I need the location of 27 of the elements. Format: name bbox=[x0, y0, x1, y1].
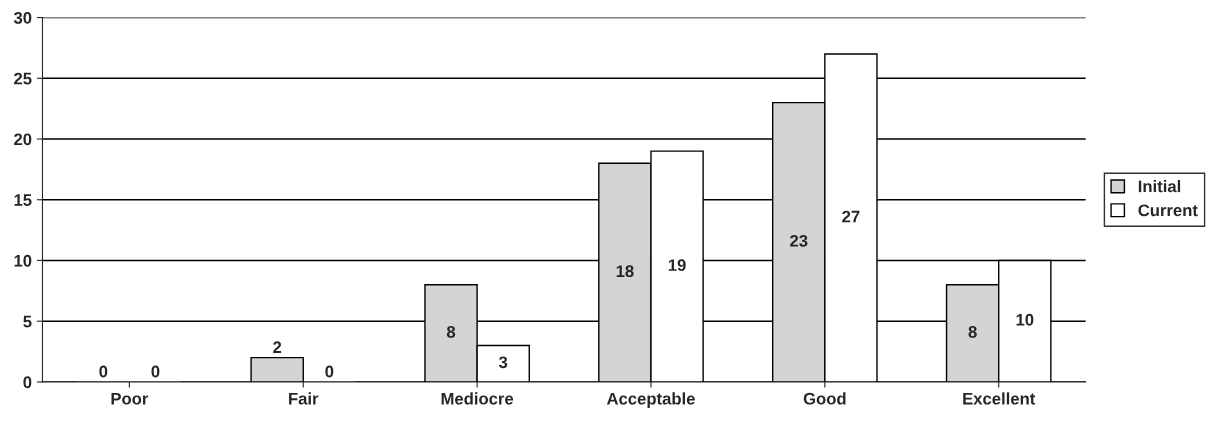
x-tick-label: Fair bbox=[289, 392, 319, 405]
y-tick-label: 10 bbox=[14, 254, 32, 267]
data-label: 18 bbox=[616, 265, 634, 278]
x-tick-label: Poor bbox=[111, 392, 149, 405]
data-label: 23 bbox=[790, 234, 808, 247]
data-label: 8 bbox=[968, 326, 977, 338]
y-tick-label: 15 bbox=[14, 194, 32, 206]
data-label: 2 bbox=[273, 341, 282, 353]
x-tick-label: Acceptable bbox=[606, 392, 695, 408]
y-tick-label: 20 bbox=[14, 133, 32, 146]
legend-label: Initial bbox=[1138, 180, 1181, 193]
x-tick-label: Good bbox=[803, 392, 846, 405]
data-label: 8 bbox=[446, 326, 456, 338]
y-tick-label: 5 bbox=[23, 315, 32, 328]
data-label: 10 bbox=[1016, 313, 1034, 326]
data-label: 27 bbox=[842, 210, 860, 223]
data-label: 0 bbox=[151, 365, 160, 378]
data-label: 19 bbox=[668, 259, 686, 272]
x-tick-label: Excellent bbox=[963, 392, 1036, 405]
x-tick-label: Mediocre bbox=[441, 392, 514, 405]
legend-label: Current bbox=[1138, 204, 1198, 217]
data-label: 0 bbox=[99, 365, 108, 378]
y-tick-label: 30 bbox=[13, 11, 32, 24]
data-label: 3 bbox=[498, 356, 508, 369]
data-label: 0 bbox=[325, 365, 334, 378]
y-tick-label: 0 bbox=[23, 376, 32, 389]
y-tick-label: 25 bbox=[14, 72, 32, 85]
